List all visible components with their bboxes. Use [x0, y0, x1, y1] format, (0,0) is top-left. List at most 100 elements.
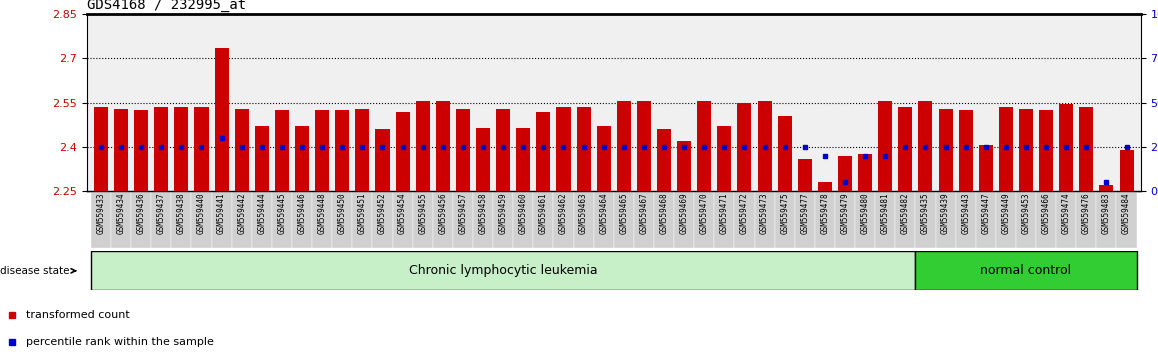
Bar: [373, 191, 393, 248]
Bar: [757, 101, 771, 191]
Text: GSM559464: GSM559464: [599, 193, 608, 234]
Text: GSM559473: GSM559473: [760, 193, 769, 234]
Text: GSM559468: GSM559468: [660, 193, 668, 234]
Bar: [335, 110, 350, 191]
Bar: [979, 145, 992, 191]
Bar: [375, 129, 389, 191]
Bar: [637, 101, 651, 191]
Text: GSM559439: GSM559439: [941, 193, 950, 234]
Bar: [274, 110, 290, 191]
Bar: [516, 128, 530, 191]
Text: GSM559469: GSM559469: [680, 193, 689, 234]
Bar: [895, 191, 915, 248]
Bar: [818, 182, 831, 191]
Bar: [674, 191, 694, 248]
Bar: [90, 191, 111, 248]
Bar: [996, 191, 1016, 248]
Text: GSM559455: GSM559455: [418, 193, 427, 234]
Bar: [1099, 185, 1114, 191]
Text: GDS4168 / 232995_at: GDS4168 / 232995_at: [87, 0, 245, 12]
Text: GSM559467: GSM559467: [639, 193, 648, 234]
Bar: [554, 191, 573, 248]
Bar: [557, 107, 571, 191]
Text: GSM559470: GSM559470: [699, 193, 709, 234]
Bar: [493, 191, 513, 248]
Bar: [694, 191, 714, 248]
Text: GSM559459: GSM559459: [499, 193, 507, 234]
Bar: [734, 191, 755, 248]
Bar: [235, 109, 249, 191]
Bar: [878, 101, 893, 191]
Bar: [513, 191, 534, 248]
Bar: [858, 154, 872, 191]
Bar: [214, 48, 228, 191]
Text: GSM559478: GSM559478: [820, 193, 829, 234]
Bar: [315, 110, 329, 191]
Text: GSM559458: GSM559458: [478, 193, 488, 234]
Bar: [915, 251, 1137, 290]
Bar: [714, 191, 734, 248]
Bar: [1056, 191, 1076, 248]
Bar: [356, 109, 369, 191]
Text: GSM559438: GSM559438: [177, 193, 186, 234]
Text: GSM559442: GSM559442: [237, 193, 247, 234]
Text: GSM559435: GSM559435: [921, 193, 930, 234]
Text: GSM559461: GSM559461: [538, 193, 548, 234]
Text: GSM559480: GSM559480: [860, 193, 870, 234]
Bar: [938, 109, 953, 191]
Bar: [1036, 191, 1056, 248]
Bar: [1120, 150, 1134, 191]
Text: GSM559465: GSM559465: [620, 193, 629, 234]
Bar: [412, 191, 433, 248]
Text: Chronic lymphocytic leukemia: Chronic lymphocytic leukemia: [409, 264, 598, 277]
Bar: [536, 112, 550, 191]
Text: GSM559477: GSM559477: [800, 193, 809, 234]
Text: percentile rank within the sample: percentile rank within the sample: [25, 337, 214, 347]
Text: GSM559475: GSM559475: [780, 193, 790, 234]
Bar: [1097, 191, 1116, 248]
Bar: [815, 191, 835, 248]
Text: GSM559462: GSM559462: [559, 193, 567, 234]
Bar: [955, 191, 976, 248]
Bar: [416, 101, 430, 191]
Text: GSM559448: GSM559448: [317, 193, 327, 234]
Bar: [1039, 110, 1053, 191]
Text: GSM559460: GSM559460: [519, 193, 528, 234]
Bar: [111, 191, 131, 248]
Text: GSM559433: GSM559433: [96, 193, 105, 234]
Bar: [1019, 109, 1033, 191]
Bar: [633, 191, 654, 248]
Bar: [755, 191, 775, 248]
Bar: [134, 110, 148, 191]
Text: GSM559451: GSM559451: [358, 193, 367, 234]
Bar: [435, 101, 449, 191]
Text: GSM559441: GSM559441: [217, 193, 226, 234]
Bar: [131, 191, 152, 248]
Bar: [456, 109, 470, 191]
Text: GSM559463: GSM559463: [579, 193, 588, 234]
Bar: [534, 191, 554, 248]
Bar: [976, 191, 996, 248]
Bar: [433, 191, 453, 248]
Text: GSM559471: GSM559471: [720, 193, 728, 234]
Bar: [313, 191, 332, 248]
Text: GSM559434: GSM559434: [117, 193, 125, 234]
Bar: [175, 107, 189, 191]
Bar: [1060, 104, 1073, 191]
Bar: [899, 107, 913, 191]
Bar: [778, 116, 792, 191]
Bar: [936, 191, 955, 248]
Bar: [113, 109, 129, 191]
Bar: [251, 191, 272, 248]
Bar: [453, 191, 472, 248]
Text: GSM559437: GSM559437: [156, 193, 166, 234]
Bar: [794, 191, 815, 248]
Bar: [332, 191, 352, 248]
Text: normal control: normal control: [981, 264, 1071, 277]
Bar: [855, 191, 875, 248]
Text: GSM559436: GSM559436: [137, 193, 146, 234]
Bar: [717, 126, 732, 191]
Text: GSM559466: GSM559466: [1041, 193, 1050, 234]
Bar: [596, 126, 610, 191]
Text: GSM559472: GSM559472: [740, 193, 749, 234]
